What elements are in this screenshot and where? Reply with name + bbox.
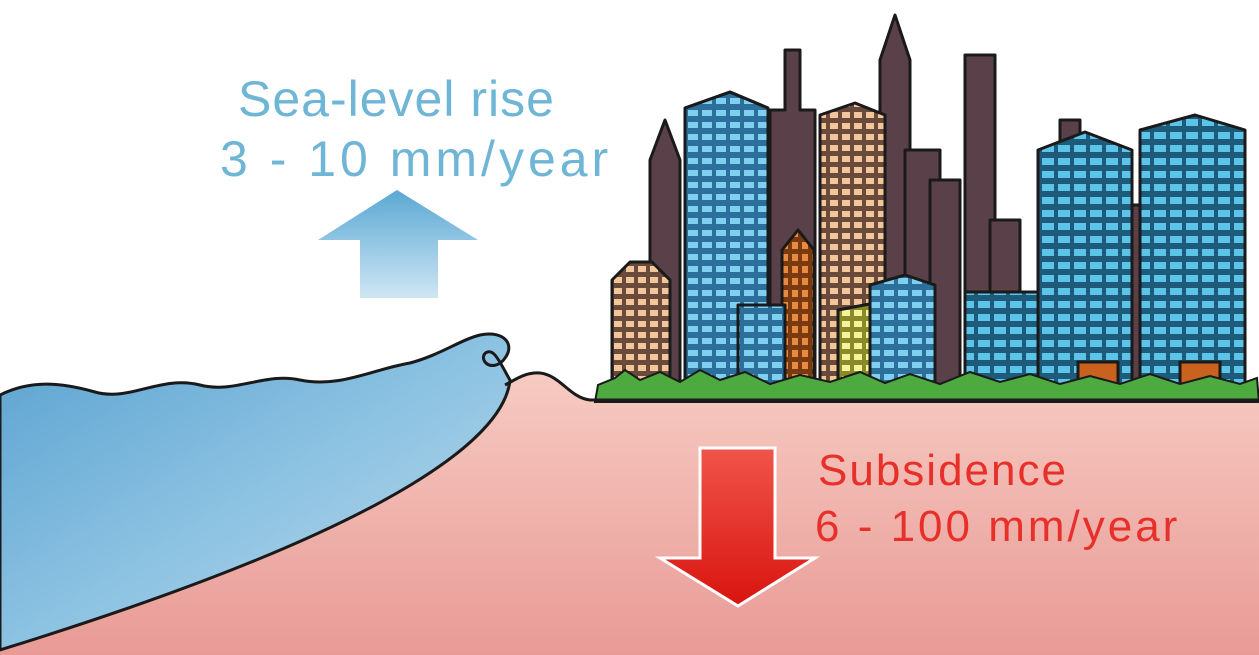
subsidence-title: Subsidence — [818, 446, 1068, 495]
subsidence-rate: 6 - 100 mm/year — [815, 502, 1181, 551]
shoreline — [504, 371, 1259, 402]
rise-arrow-icon — [318, 190, 478, 298]
grass — [593, 368, 1259, 403]
sea-level-rise-rate: 3 - 10 mm/year — [220, 131, 613, 187]
subsidence-arrow-icon — [654, 446, 821, 608]
sea-level-rise-title: Sea-level rise — [238, 71, 555, 127]
sea-water — [0, 332, 512, 652]
city-skyline — [610, 13, 1247, 402]
